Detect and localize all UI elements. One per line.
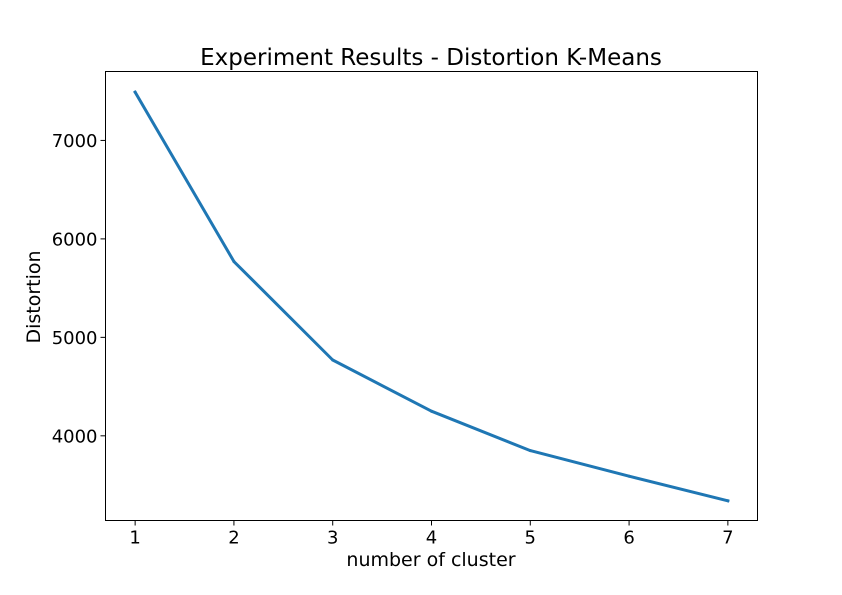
x-axis-label: number of cluster — [346, 549, 515, 571]
x-axis: 1 2 3 4 5 6 7 — [129, 520, 734, 549]
x-tick-label: 3 — [327, 528, 338, 549]
x-tick-label: 4 — [426, 528, 437, 549]
y-tick-label: 5000 — [52, 328, 98, 349]
x-tick-label: 7 — [722, 528, 733, 549]
series-layer — [133, 90, 730, 503]
data-point — [627, 474, 631, 478]
y-tick-label: 4000 — [52, 426, 98, 447]
x-tick-label: 5 — [525, 528, 536, 549]
x-tick-label: 6 — [623, 528, 634, 549]
data-point — [528, 449, 532, 453]
x-tick-label: 1 — [129, 528, 140, 549]
chart-title: Experiment Results - Distortion K-Means — [200, 45, 662, 71]
data-point — [331, 358, 335, 362]
data-point — [133, 90, 137, 94]
series-line — [133, 90, 730, 503]
data-point — [726, 499, 730, 503]
x-tick-label: 2 — [228, 528, 239, 549]
y-tick-label: 6000 — [52, 229, 98, 250]
data-point — [232, 260, 236, 264]
y-axis-label: Distortion — [23, 250, 45, 343]
data-point — [430, 409, 433, 413]
y-tick-label: 7000 — [52, 131, 98, 152]
plot-area-frame — [105, 71, 758, 521]
y-axis: 4000 5000 6000 7000 — [52, 131, 106, 447]
